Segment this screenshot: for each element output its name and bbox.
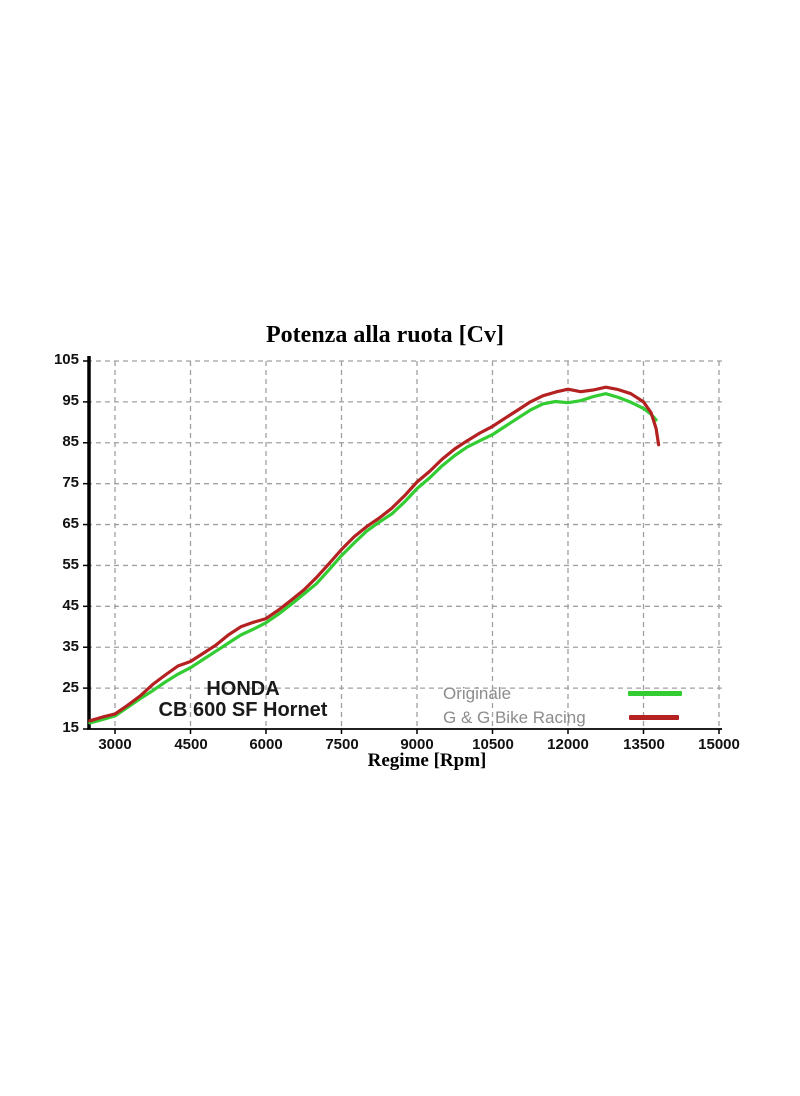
- gridlines-horizontal: [87, 360, 722, 689]
- y-tick-label: 35: [62, 638, 79, 655]
- x-axis-title: Regime [Rpm]: [367, 750, 487, 771]
- legend-label-originale: Originale: [443, 684, 512, 703]
- legend-swatch-green: [628, 691, 682, 696]
- x-tick-label: 10500: [472, 736, 514, 753]
- bike-model-label: HONDA CB 600 SF Hornet: [148, 679, 338, 721]
- x-tick-label: 6000: [249, 736, 283, 753]
- chart-title: Potenza alla ruota [Cv]: [266, 322, 504, 348]
- bike-brand: HONDA: [206, 678, 280, 700]
- x-tick-label: 9000: [400, 736, 434, 753]
- legend-label-gg-bike-racing: G & G Bike Racing: [443, 708, 586, 727]
- x-tick-label: 3000: [98, 736, 132, 753]
- x-tick-label: 7500: [325, 736, 359, 753]
- x-tick-label: 4500: [174, 736, 208, 753]
- y-tick-label: 65: [62, 515, 79, 532]
- x-tick-label: 13500: [623, 736, 665, 753]
- y-tick-label: 75: [62, 474, 79, 491]
- series-curve-originale: [88, 392, 658, 725]
- bike-model: CB 600 SF Hornet: [158, 699, 328, 721]
- y-tick-label: 25: [62, 679, 79, 696]
- y-tick-label: 105: [53, 351, 79, 368]
- legend-swatch-red: [629, 715, 679, 720]
- x-tick-label: 12000: [547, 736, 589, 753]
- y-tick-label: 15: [62, 719, 79, 736]
- y-tick-label: 85: [62, 433, 79, 450]
- y-tick-label: 55: [62, 556, 79, 573]
- series-curve-gg-bike-racing: [88, 385, 661, 723]
- x-tick-label: 15000: [698, 736, 740, 753]
- gridlines-vertical: [114, 361, 720, 729]
- y-tick-label: 95: [62, 392, 79, 409]
- y-tick-label: 45: [62, 597, 79, 614]
